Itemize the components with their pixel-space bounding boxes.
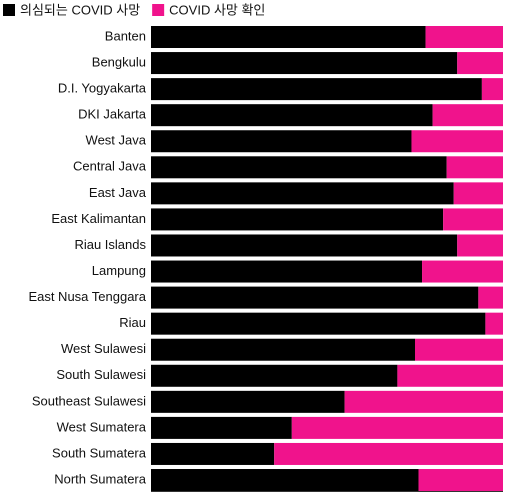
legend-swatch: [152, 4, 165, 16]
y-tick-label: Banten: [105, 28, 146, 43]
bar-segment: [151, 442, 275, 465]
bar-segment: [457, 52, 503, 75]
bar-segment: [151, 390, 345, 413]
bar-segment: [411, 130, 503, 153]
bar-segment: [418, 469, 503, 492]
bar-segment: [291, 416, 503, 439]
y-tick-label: West Sumatera: [57, 419, 147, 434]
y-tick-label: Riau: [119, 315, 146, 330]
bar-segment: [151, 286, 479, 309]
bar-segment: [481, 78, 503, 101]
bar-segment: [151, 260, 423, 283]
bar-segment: [432, 104, 503, 127]
bar-segment: [151, 104, 433, 127]
bar-segment: [478, 286, 503, 309]
bar-segment: [151, 156, 447, 179]
bar-segment: [485, 312, 503, 335]
bar-segment: [425, 26, 503, 48]
bar-segment: [344, 390, 503, 413]
bar-segment: [151, 208, 444, 231]
y-tick-label: West Sulawesi: [61, 341, 146, 356]
bar-segment: [151, 52, 458, 75]
bar-segment: [453, 182, 503, 205]
bar-segment: [151, 26, 426, 48]
bar-segment: [151, 338, 415, 361]
bar-segment: [151, 78, 482, 101]
y-tick-label: West Java: [86, 133, 147, 148]
y-tick-label: East Kalimantan: [51, 211, 146, 226]
y-tick-label: D.I. Yogyakarta: [58, 81, 147, 96]
bar-segment: [151, 312, 486, 335]
y-tick-label: Bengkulu: [92, 54, 146, 69]
y-tick-label: South Sulawesi: [56, 367, 146, 382]
y-tick-label: Riau Islands: [74, 237, 146, 252]
y-tick-label: South Sumatera: [52, 445, 147, 460]
bar-segment: [151, 234, 458, 257]
y-tick-label: Southeast Sulawesi: [32, 393, 146, 408]
bar-segment: [443, 208, 503, 231]
bar-segment: [415, 338, 503, 361]
y-tick-label: North Sumatera: [54, 471, 147, 486]
bar-segment: [274, 442, 503, 465]
bar-segment: [446, 156, 503, 179]
y-tick-label: Lampung: [92, 263, 146, 278]
legend-swatch: [3, 4, 15, 16]
bar-segment: [151, 182, 454, 205]
legend-label: 의심되는 COVID 사망: [20, 2, 140, 17]
y-tick-label: East Java: [89, 185, 147, 200]
bar-segment: [151, 130, 412, 153]
y-tick-label: East Nusa Tenggara: [28, 289, 146, 304]
bar-segment: [422, 260, 503, 283]
bar-segment: [457, 234, 503, 257]
y-tick-label: DKI Jakarta: [78, 107, 147, 122]
bar-segment: [397, 364, 503, 387]
bar-segment: [151, 469, 419, 492]
y-tick-label: Central Java: [73, 159, 147, 174]
legend-label: COVID 사망 확인: [169, 2, 265, 17]
bar-segment: [151, 416, 292, 439]
bar-segment: [151, 364, 398, 387]
